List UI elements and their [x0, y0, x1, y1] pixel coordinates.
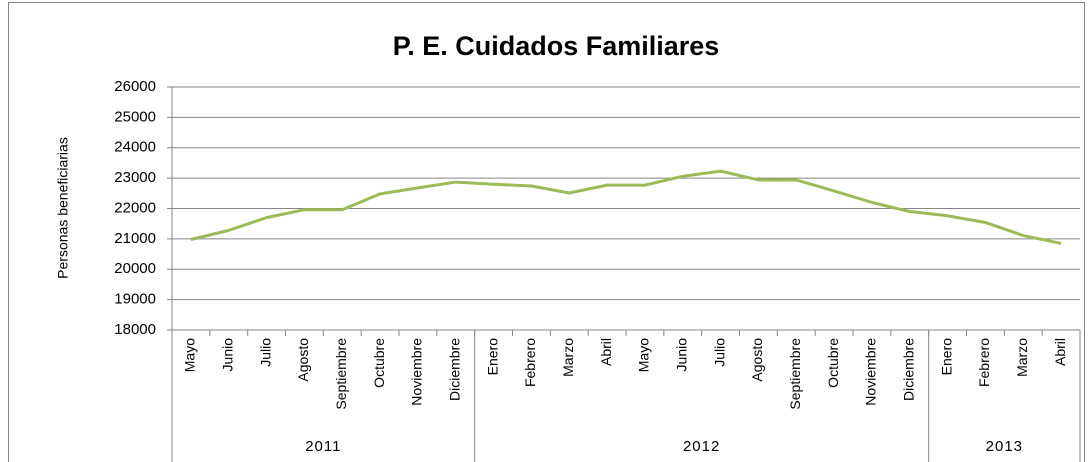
y-tick-label: 25000 [114, 108, 156, 125]
x-tick-label: Junio [673, 338, 689, 372]
x-tick-label: Octubre [371, 338, 387, 388]
chart-title: P. E. Cuidados Familiares [393, 31, 720, 61]
x-tick-label: Diciembre [446, 338, 462, 401]
y-tick-label: 22000 [114, 199, 156, 216]
y-axis-label: Personas beneficiarias [55, 137, 71, 279]
x-tick-label: Enero [484, 338, 500, 376]
y-tick-label: 24000 [114, 139, 156, 156]
x-tick-label: Noviembre [863, 338, 879, 406]
line-series [190, 169, 1062, 245]
chart-frame [8, 2, 1085, 462]
y-tick-label: 23000 [114, 169, 156, 186]
x-tick-label: Mayo [182, 338, 198, 372]
x-tick-label: Octubre [825, 338, 841, 388]
group-label: 2013 [986, 438, 1023, 455]
y-tick-label: 20000 [114, 260, 156, 277]
y-tick-label: 18000 [114, 321, 156, 338]
x-tick-label: Marzo [560, 338, 576, 377]
group-label: 2012 [683, 438, 720, 455]
x-tick-label: Julio [711, 338, 727, 367]
x-tick-label: Agosto [295, 338, 311, 382]
x-tick-label: Julio [257, 338, 273, 367]
x-tick-label: Diciembre [900, 338, 916, 401]
y-tick-label: 21000 [114, 230, 156, 247]
x-tick-label: Agosto [749, 338, 765, 382]
x-tick-label: Noviembre [409, 338, 425, 406]
x-tick-label: Abril [598, 338, 614, 366]
x-tick-label: Marzo [1014, 338, 1030, 377]
x-tick-label: Septiembre [333, 338, 349, 410]
y-tick-label: 19000 [114, 291, 156, 308]
x-tick-label: Febrero [976, 338, 992, 387]
y-tick-label: 26000 [114, 78, 156, 95]
x-tick-label: Mayo [636, 338, 652, 372]
x-tick-label: Enero [938, 338, 954, 376]
x-tick-label: Febrero [522, 338, 538, 387]
group-label: 2011 [305, 438, 341, 455]
x-tick-label: Junio [219, 338, 235, 372]
x-tick-label: Abril [1052, 338, 1068, 366]
x-tick-label: Septiembre [787, 338, 803, 410]
